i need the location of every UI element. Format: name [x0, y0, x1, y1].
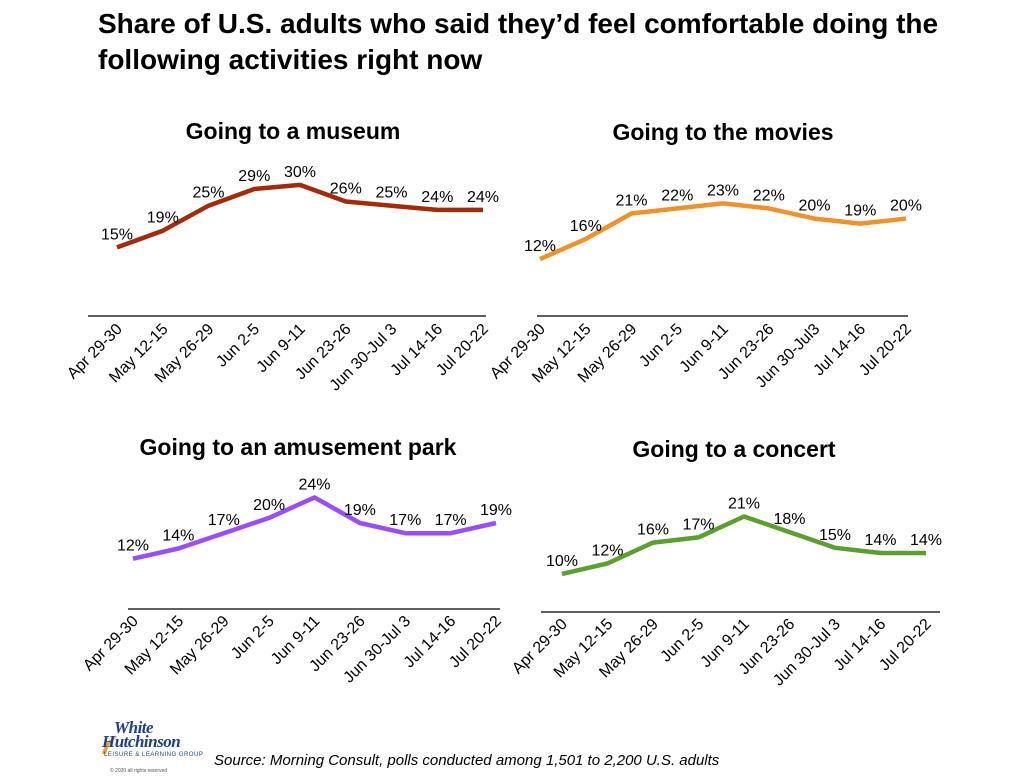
main-title: Share of U.S. adults who said they’d fee…: [98, 8, 939, 75]
chart-movies: Going to the movies 12% 16% 21% 22% 23% 22% 20%…: [487, 119, 922, 391]
logo-copyright: © 2020 all rights reserved: [110, 768, 168, 774]
chart-concert: Going to a concert 10% 12% 16% 17% 21% 18% 15% 1…: [509, 436, 942, 689]
data-label-museum: 15%: [101, 226, 133, 243]
chart-title-amusement-park: Going to an amusement park: [140, 434, 457, 460]
data-label-concert: 16%: [637, 522, 669, 539]
data-label-concert: 10%: [546, 553, 578, 570]
data-label-movies: 23%: [707, 182, 739, 199]
data-label-concert: 14%: [910, 532, 942, 549]
data-label-museum: 26%: [330, 181, 362, 198]
data-label-amusement-park: 17%: [208, 512, 240, 529]
data-label-concert: 15%: [819, 527, 851, 544]
chart-amusement-park: Going to an amusement park 12% 14% 17% 20% 24…: [80, 434, 512, 686]
data-label-movies: 12%: [524, 238, 556, 255]
data-label-concert: 14%: [864, 532, 896, 549]
data-label-movies: 22%: [661, 187, 693, 204]
data-label-amusement-park: 20%: [253, 497, 285, 514]
white-hutchinson-logo: White Hutchinson LEISURE & LEARNING GROU…: [100, 718, 210, 776]
data-label-movies: 16%: [570, 218, 602, 235]
chart-title-museum: Going to a museum: [186, 118, 401, 144]
series-line-amusement-park: [132, 495, 497, 561]
logo-tagline: LEISURE & LEARNING GROUP: [104, 752, 204, 758]
data-label-amusement-park: 19%: [480, 502, 512, 519]
series-line-movies: [539, 201, 907, 262]
data-label-movies: 21%: [615, 193, 647, 210]
data-label-museum: 24%: [421, 189, 453, 206]
source-note: Source: Morning Consult, polls conducted…: [214, 752, 720, 769]
logo-text-line2: Hutchinson: [102, 732, 181, 751]
chart-title-concert: Going to a concert: [632, 436, 836, 462]
chart-museum: Going to a museum 15% 19% 25% 29% 30% 26% 25% 24…: [64, 118, 499, 394]
data-label-amusement-park: 17%: [435, 512, 467, 529]
data-label-museum: 25%: [375, 185, 407, 202]
data-label-museum: 30%: [284, 164, 316, 181]
series-line-museum: [116, 182, 483, 250]
data-label-museum: 29%: [238, 168, 270, 185]
data-label-concert: 18%: [773, 511, 805, 528]
logo-text-line1: White: [114, 718, 154, 737]
data-label-concert: 17%: [682, 516, 714, 533]
chart-title-movies: Going to the movies: [612, 119, 833, 145]
data-label-amusement-park: 14%: [162, 528, 194, 545]
data-label-amusement-park: 12%: [117, 538, 149, 555]
data-label-museum: 25%: [192, 185, 224, 202]
series-line-concert: [561, 514, 926, 577]
data-label-movies: 22%: [753, 187, 785, 204]
data-label-amusement-park: 24%: [298, 476, 330, 493]
data-label-concert: 12%: [591, 542, 623, 559]
logo-swoosh-icon: [102, 736, 118, 754]
data-label-movies: 20%: [890, 198, 922, 215]
data-label-museum: 19%: [147, 210, 179, 227]
data-label-amusement-park: 19%: [344, 502, 376, 519]
data-label-amusement-park: 17%: [389, 512, 421, 529]
data-label-movies: 20%: [798, 198, 830, 215]
data-label-museum: 24%: [467, 189, 499, 206]
data-label-concert: 21%: [728, 496, 760, 513]
data-label-movies: 19%: [844, 203, 876, 220]
